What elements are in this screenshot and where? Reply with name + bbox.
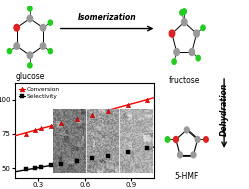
Circle shape [194,30,199,37]
Circle shape [189,49,195,56]
Circle shape [28,63,32,68]
Circle shape [28,6,32,11]
Circle shape [172,59,176,64]
Point [39,165,43,168]
Point [126,150,130,153]
Point [33,128,37,131]
Circle shape [48,49,53,54]
Point [90,113,94,116]
Circle shape [48,20,53,25]
Point [33,167,37,170]
Circle shape [182,9,187,14]
Circle shape [14,43,19,49]
Point [60,121,63,124]
Point [49,164,53,167]
Text: 5-HMF: 5-HMF [175,172,199,181]
Circle shape [174,49,179,56]
Circle shape [40,43,46,49]
Legend: Conversion, Selectivity: Conversion, Selectivity [18,86,61,100]
Circle shape [182,19,187,26]
Circle shape [201,25,205,30]
Point [60,163,63,166]
Point [24,168,28,171]
Text: Isomerization: Isomerization [78,13,136,22]
Text: fructose: fructose [169,76,200,85]
Circle shape [40,24,46,31]
Circle shape [178,152,183,158]
Point [145,98,149,101]
Circle shape [195,136,200,142]
Circle shape [14,24,19,31]
Point [145,146,149,149]
Text: Dehydration: Dehydration [220,83,229,136]
Circle shape [27,15,33,22]
Point [106,109,110,112]
Text: glucose: glucose [15,72,45,81]
Circle shape [191,152,196,158]
Circle shape [180,10,184,15]
Point [126,104,130,107]
Circle shape [165,137,170,142]
Circle shape [196,55,200,61]
Circle shape [204,137,208,142]
Point [24,132,28,135]
Circle shape [169,30,175,37]
Circle shape [7,49,12,54]
Circle shape [184,127,189,133]
Point [106,154,110,157]
Circle shape [27,52,33,59]
Point [49,124,53,127]
Circle shape [174,136,178,142]
Point [90,157,94,160]
Point [75,117,79,120]
Point [39,127,43,130]
Point [75,160,79,163]
